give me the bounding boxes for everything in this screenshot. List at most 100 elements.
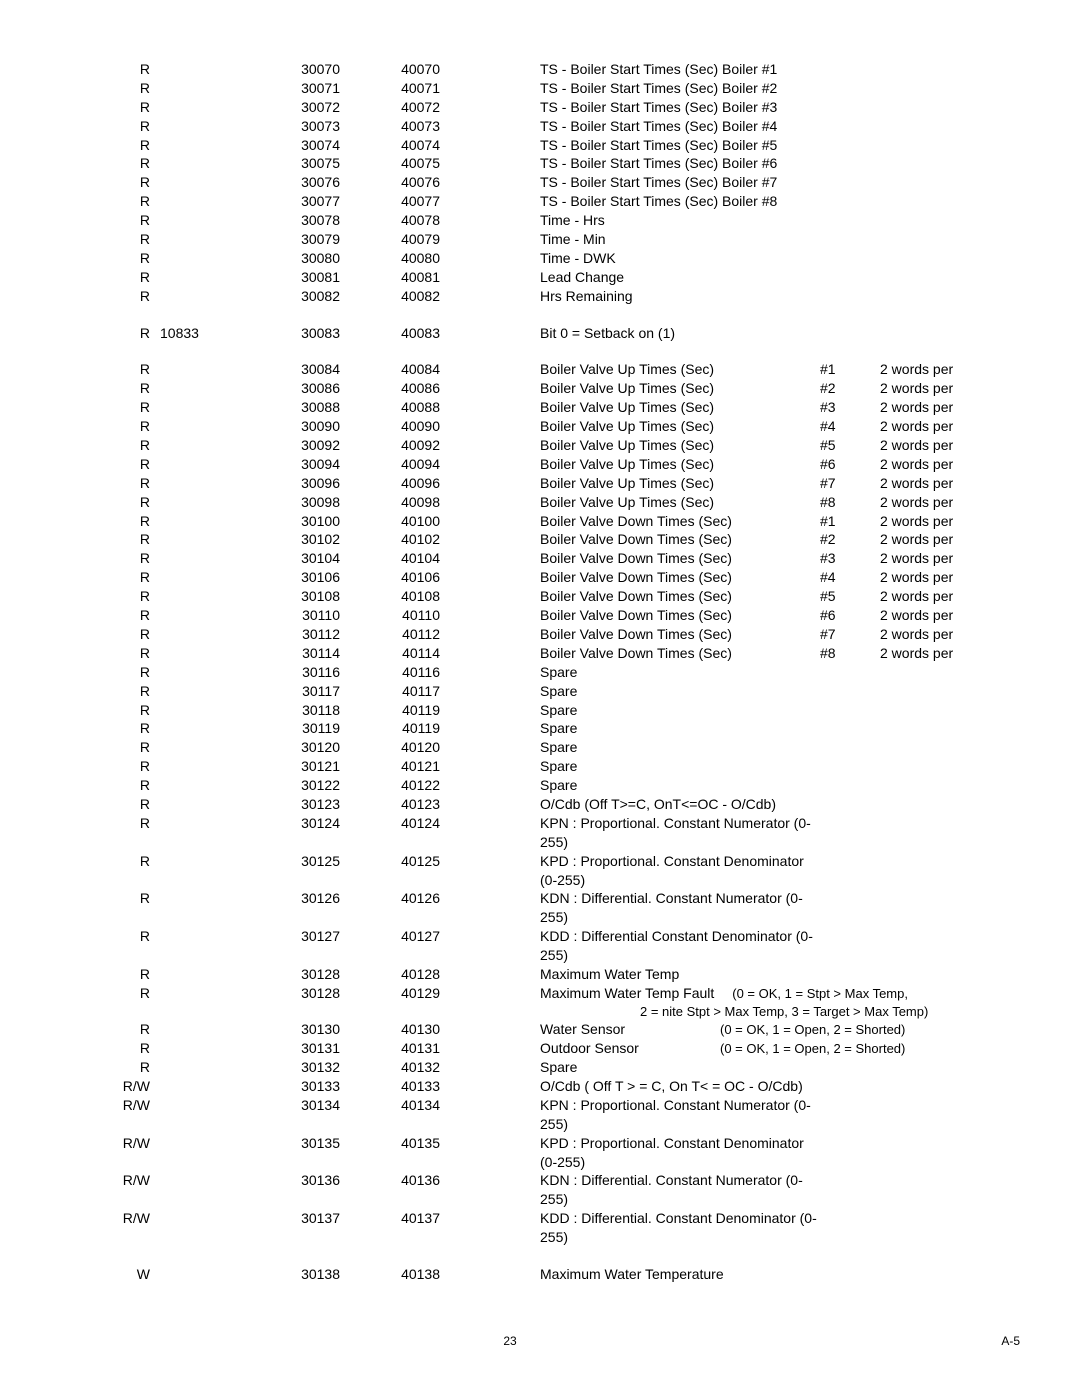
reg1-cell: 30118 — [240, 701, 340, 720]
access-cell: R — [0, 776, 150, 795]
reg1-cell: 30128 — [240, 965, 340, 984]
note-cell: 2 words per — [880, 512, 1040, 531]
table-row: R3008840088Boiler Valve Up Times (Sec)#3… — [0, 398, 1080, 417]
reg2-cell: 40112 — [340, 625, 440, 644]
table-row: R3011840119Spare — [0, 701, 1080, 720]
access-cell: R — [0, 287, 150, 306]
table-row: R3012540125KPD : Proportional. Constant … — [0, 852, 1080, 890]
access-cell: R — [0, 249, 150, 268]
reg1-cell: 30108 — [240, 587, 340, 606]
reg2-cell: 40098 — [340, 493, 440, 512]
table-row: W3013840138Maximum Water Temperature — [0, 1265, 1080, 1284]
desc-cell: Boiler Valve Up Times (Sec) — [440, 417, 820, 436]
access-cell: R — [0, 1020, 150, 1039]
desc-cell: O/Cdb (Off T>=C, OnT<=OC - O/Cdb) — [440, 795, 820, 814]
reg2-cell: 40081 — [340, 268, 440, 287]
access-cell: R — [0, 606, 150, 625]
reg2-cell: 40090 — [340, 417, 440, 436]
reg1-cell: 30077 — [240, 192, 340, 211]
reg2-cell: 40078 — [340, 211, 440, 230]
access-cell: R — [0, 324, 150, 343]
desc-cell: KDN : Differential. Constant Numerator (… — [440, 889, 820, 927]
note-cell: 2 words per — [880, 625, 1040, 644]
reg2-cell: 40120 — [340, 738, 440, 757]
table-row: R3011440114Boiler Valve Down Times (Sec)… — [0, 644, 1080, 663]
table-row: R/W3013440134KPN : Proportional. Constan… — [0, 1096, 1080, 1134]
footer-appendix: A-5 — [680, 1334, 1080, 1348]
reg1-cell: 30098 — [240, 493, 340, 512]
desc-cell: Boiler Valve Down Times (Sec) — [440, 587, 820, 606]
access-cell: R — [0, 984, 150, 1003]
reg1-cell: 30086 — [240, 379, 340, 398]
access-cell: R — [0, 60, 150, 79]
reg1-cell: 30096 — [240, 474, 340, 493]
reg2-cell: 40133 — [340, 1077, 440, 1096]
access-cell: R/W — [0, 1209, 150, 1228]
desc-cell: KDN : Differential. Constant Numerator (… — [440, 1171, 820, 1209]
desc-cell: TS - Boiler Start Times (Sec) Boiler #8 — [440, 192, 820, 211]
hash-cell: #4 — [820, 417, 880, 436]
reg1-cell: 30104 — [240, 549, 340, 568]
table-row: R/W3013740137KDD : Differential. Constan… — [0, 1209, 1080, 1247]
access-cell: R — [0, 663, 150, 682]
access-cell: R — [0, 795, 150, 814]
table-row: R3010240102Boiler Valve Down Times (Sec)… — [0, 530, 1080, 549]
desc-cell: Boiler Valve Up Times (Sec) — [440, 379, 820, 398]
reg1-cell: 30084 — [240, 360, 340, 379]
access-cell: R — [0, 136, 150, 155]
reg2-cell: 40096 — [340, 474, 440, 493]
table-row: R/W3013340133O/Cdb ( Off T > = C, On T< … — [0, 1077, 1080, 1096]
access-cell: R/W — [0, 1171, 150, 1190]
access-cell: R — [0, 512, 150, 531]
table-row: R3007340073TS - Boiler Start Times (Sec)… — [0, 117, 1080, 136]
reg1-cell: 30126 — [240, 889, 340, 908]
reg1-cell: 30075 — [240, 154, 340, 173]
table-row: R3010640106Boiler Valve Down Times (Sec)… — [0, 568, 1080, 587]
table-row: R3008640086Boiler Valve Up Times (Sec)#2… — [0, 379, 1080, 398]
reg1-cell: 30070 — [240, 60, 340, 79]
reg1-cell: 30081 — [240, 268, 340, 287]
desc-cell: Spare — [440, 663, 820, 682]
table-row: R3011940119Spare — [0, 719, 1080, 738]
reg1-cell: 30122 — [240, 776, 340, 795]
reg2-cell: 40134 — [340, 1096, 440, 1115]
table-row: R 3012340123O/Cdb (Off T>=C, OnT<=OC - O/… — [0, 795, 1080, 814]
reg2-cell: 40100 — [340, 512, 440, 531]
access-cell: R — [0, 757, 150, 776]
table-row: R3008040080Time - DWK — [0, 249, 1080, 268]
table-row: R3013040130Water Sensor(0 = OK, 1 = Open… — [0, 1020, 1080, 1039]
access-cell: R — [0, 117, 150, 136]
reg1-cell: 30123 — [240, 795, 340, 814]
note-cell: 2 words per — [880, 474, 1040, 493]
desc-cell: KPN : Proportional. Constant Numerator (… — [440, 814, 820, 852]
desc-cell: Boiler Valve Down Times (Sec) — [440, 644, 820, 663]
note-cell: 2 words per — [880, 455, 1040, 474]
reg2-cell: 40125 — [340, 852, 440, 871]
reg1-cell: 30127 — [240, 927, 340, 946]
hash-cell: #8 — [820, 493, 880, 512]
desc-cell: Spare — [440, 682, 820, 701]
reg2-cell: 40124 — [340, 814, 440, 833]
reg1-cell: 30112 — [240, 625, 340, 644]
reg2-cell: 40123 — [340, 795, 440, 814]
reg2-cell: 40076 — [340, 173, 440, 192]
reg1-cell: 30088 — [240, 398, 340, 417]
table-row: R3012240122Spare — [0, 776, 1080, 795]
desc-cell: Boiler Valve Down Times (Sec) — [440, 606, 820, 625]
table-row: R3009640096Boiler Valve Up Times (Sec)#7… — [0, 474, 1080, 493]
reg1-cell: 30121 — [240, 757, 340, 776]
access-cell: R/W — [0, 1096, 150, 1115]
reg2-cell: 40129 — [340, 984, 440, 1003]
hash-cell: #3 — [820, 398, 880, 417]
footer-page-number: 23 — [340, 1334, 680, 1348]
reg1-cell: 30131 — [240, 1039, 340, 1058]
table-row: R3008440084Boiler Valve Up Times (Sec)#1… — [0, 360, 1080, 379]
table-row: R3012840129Maximum Water Temp Fault(0 = … — [0, 984, 1080, 1003]
reg2-cell: 40094 — [340, 455, 440, 474]
desc-cell: KPD : Proportional. Constant Denominator… — [440, 1134, 820, 1172]
access-cell: R — [0, 173, 150, 192]
table-row: R3010840108Boiler Valve Down Times (Sec)… — [0, 587, 1080, 606]
access-cell: R — [0, 474, 150, 493]
table-row: R3008140081Lead Change — [0, 268, 1080, 287]
access-cell: R — [0, 852, 150, 871]
